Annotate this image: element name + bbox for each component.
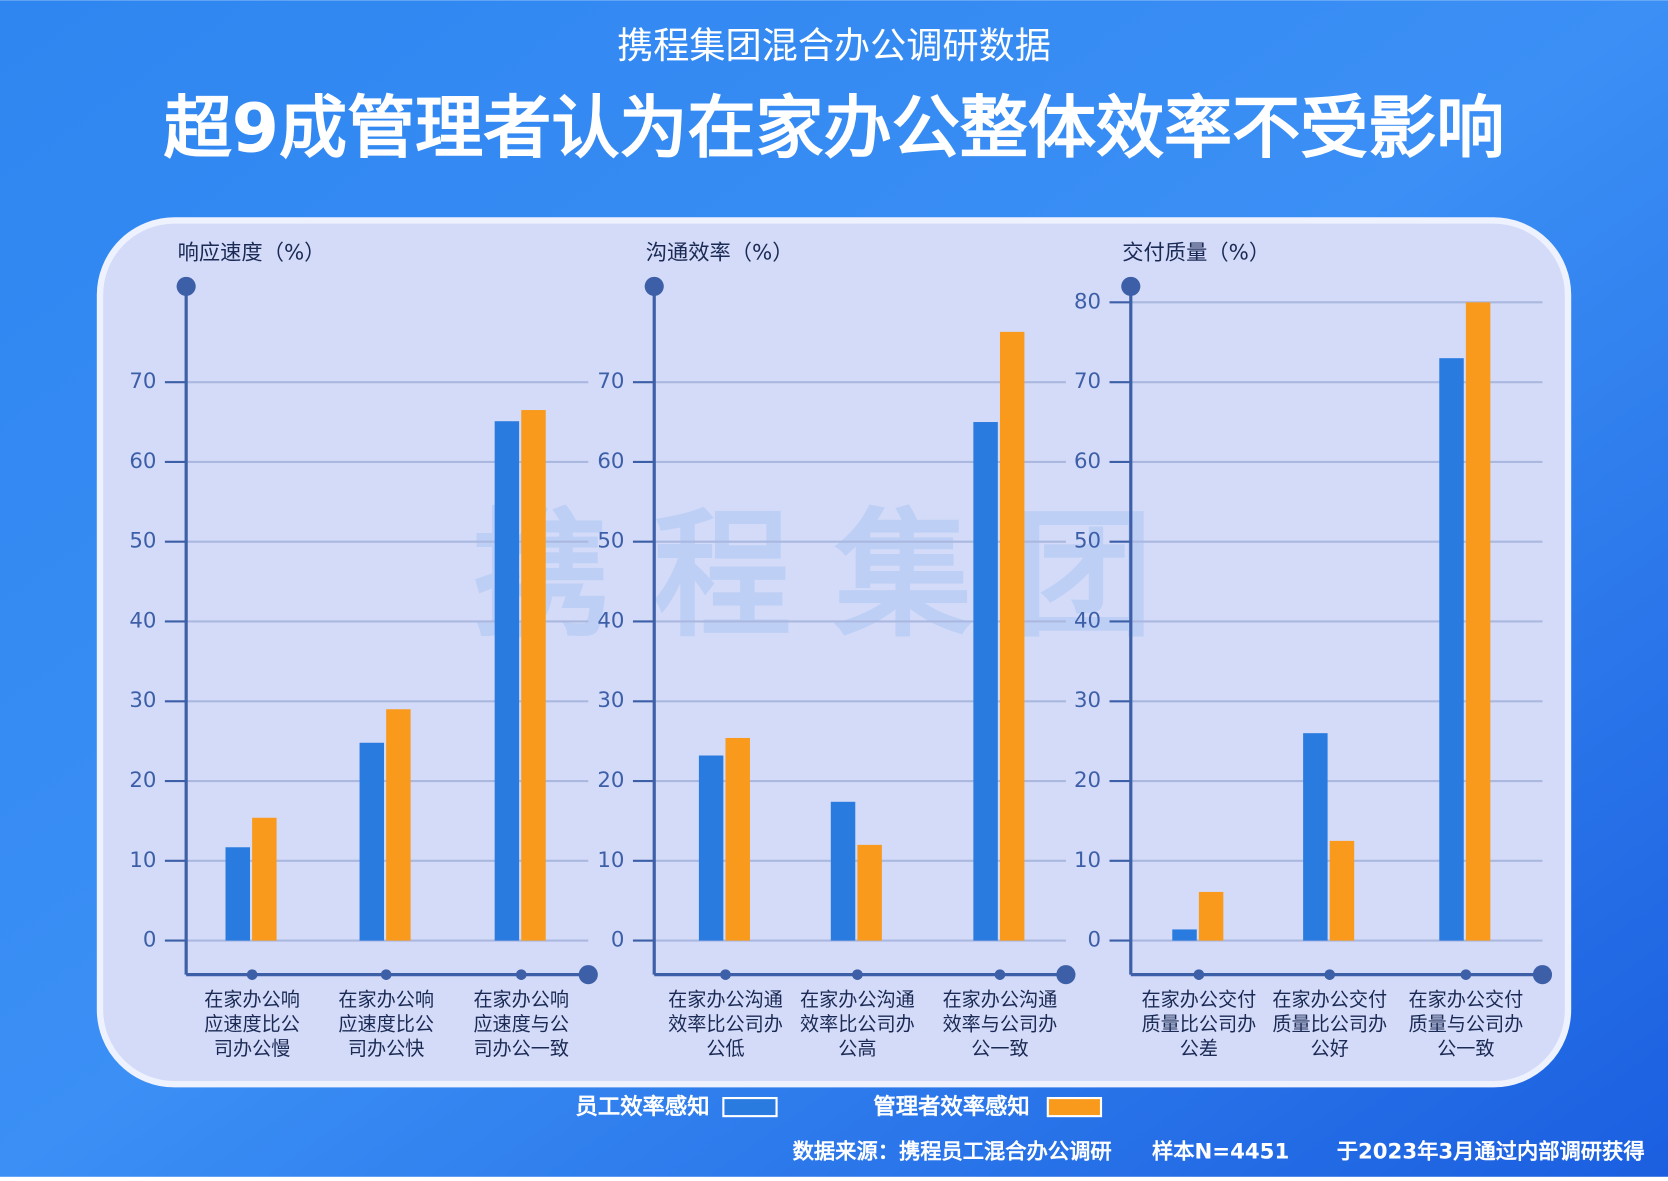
bar (521, 410, 546, 941)
y-tick-label: 40 (129, 608, 156, 633)
legend-swatch (722, 1096, 778, 1118)
y-tick-label: 70 (1074, 369, 1101, 394)
bar (999, 331, 1025, 941)
axis-title: 沟通效率（%） (646, 240, 794, 265)
x-tick-label: 在家办公交付质量与公司办公一致 (1409, 988, 1524, 1060)
y-tick-label: 0 (1087, 928, 1101, 953)
legend-label: 管理者效率感知 (873, 1093, 1029, 1120)
panel (96, 217, 1572, 1088)
y-tick-label: 50 (129, 529, 156, 554)
y-tick-label: 30 (129, 688, 156, 713)
x-tick-label: 在家办公沟通效率比公司办公高 (800, 988, 915, 1060)
y-tick-label: 50 (597, 529, 624, 554)
bar (1439, 358, 1464, 941)
x-tick (1324, 969, 1336, 980)
bar (973, 422, 998, 941)
y-tick-label: 60 (129, 449, 156, 474)
y-tick-label: 40 (597, 608, 624, 633)
y-tick-label: 0 (143, 928, 157, 953)
y-tick-label: 30 (597, 688, 624, 713)
x-tick (720, 969, 731, 980)
y-tick-label: 80 (1074, 289, 1101, 314)
y-tick-label: 10 (597, 848, 624, 873)
subtitle: 携程集团混合办公调研数据 (617, 24, 1051, 67)
y-tick-label: 10 (129, 848, 156, 873)
axis-title: 响应速度（%） (178, 240, 326, 265)
y-tick-label: 20 (1074, 768, 1101, 793)
x-tick-label: 在家办公响应速度比公司办公快 (338, 988, 434, 1060)
x-tick-label: 在家办公沟通效率与公司办公一致 (943, 988, 1058, 1060)
source: 数据来源：携程员工混合办公调研 (793, 1138, 1112, 1164)
x-tick (515, 969, 527, 980)
bar (252, 817, 277, 941)
bar (1198, 891, 1224, 941)
y-tick-label: 20 (597, 768, 624, 793)
bar (857, 844, 882, 941)
x-tick (1460, 969, 1472, 980)
x-tick (852, 969, 863, 980)
x-tick-label: 在家办公交付质量比公司办公好 (1272, 988, 1387, 1060)
axis-title: 交付质量（%） (1122, 240, 1270, 265)
y-tick-label: 0 (611, 928, 625, 953)
bar (725, 737, 750, 941)
y-tick-label: 30 (1074, 688, 1101, 713)
y-tick-label: 50 (1074, 529, 1101, 554)
y-tick-label: 10 (1074, 848, 1101, 873)
y-tick-label: 70 (597, 369, 624, 394)
bar (1172, 929, 1197, 941)
axis-end (644, 276, 664, 296)
x-tick-label: 在家办公响应速度比公司办公慢 (204, 988, 300, 1060)
axis-end (1056, 965, 1076, 985)
axis-end (176, 276, 196, 296)
bar (225, 847, 250, 941)
x-tick (994, 969, 1006, 980)
legend-swatch (1046, 1096, 1103, 1118)
bar (1465, 302, 1491, 941)
x-tick (1193, 969, 1205, 980)
x-tick-label: 在家办公响应速度与公司办公一致 (473, 988, 569, 1060)
sample: 样本N=4451 (1152, 1138, 1289, 1164)
y-tick-label: 20 (129, 768, 156, 793)
axis-end (1532, 965, 1553, 985)
x-tick-label: 在家办公交付质量比公司办公差 (1142, 988, 1257, 1060)
y-tick-label: 70 (129, 369, 156, 394)
bar (1303, 733, 1328, 941)
bar (1329, 840, 1355, 941)
y-tick-label: 60 (1074, 449, 1101, 474)
watermark: 携程集团 (472, 495, 1195, 656)
bar (386, 709, 411, 941)
axis-end (578, 965, 598, 985)
bar (698, 755, 724, 941)
title: 超9成管理者认为在家办公整体效率不受影响 (164, 90, 1505, 169)
bar (494, 421, 520, 941)
legend-label: 员工效率感知 (576, 1093, 710, 1120)
bar (359, 742, 385, 941)
axis-end (1121, 276, 1141, 296)
y-tick-label: 60 (597, 449, 624, 474)
x-tick-label: 在家办公沟通效率比公司办公低 (668, 988, 783, 1060)
x-tick (380, 969, 392, 980)
y-tick-label: 40 (1074, 608, 1101, 633)
date: 于2023年3月通过内部调研获得 (1337, 1138, 1645, 1164)
bar (830, 801, 856, 941)
x-tick (246, 969, 258, 980)
